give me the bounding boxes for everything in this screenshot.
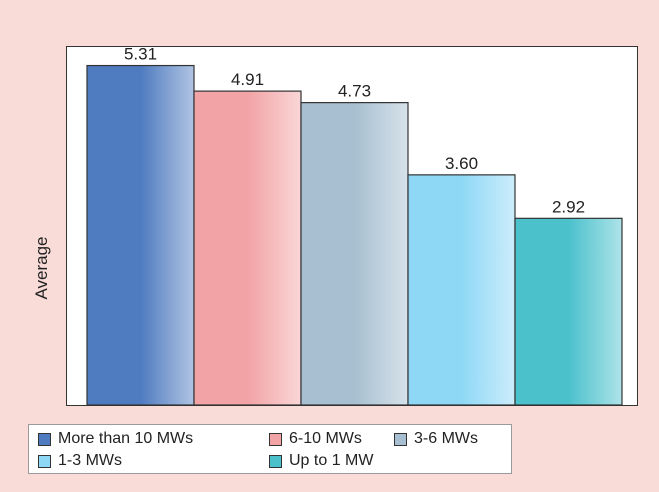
plot-area: 5.31 4.91 4.73 3.60 2.92	[66, 45, 638, 406]
data-labels-layer: 5.31 4.91 4.73 3.60 2.92	[124, 45, 585, 217]
legend-item-1-3-mws: 1-3 MWs	[38, 451, 122, 471]
legend-item-more-than-10-mws: More than 10 MWs	[38, 429, 193, 449]
legend-item-3-6-mws: 3-6 MWs	[394, 429, 478, 449]
legend-label: 3-6 MWs	[414, 430, 478, 447]
legend-label: More than 10 MWs	[58, 430, 194, 447]
legend-item-up-to-1-mw: Up to 1 MW	[269, 451, 373, 471]
legend-label: 6-10 MWs	[289, 430, 362, 447]
bars-layer	[86, 64, 623, 406]
bar-more-than-10-mws	[86, 64, 195, 406]
bar-6-10-mws	[193, 90, 302, 406]
data-label: 4.73	[338, 82, 371, 101]
legend-item-6-10-mws: 6-10 MWs	[269, 429, 362, 449]
y-axis-label: Average	[32, 236, 51, 300]
legend-label: Up to 1 MW	[289, 452, 374, 469]
legend-swatch	[38, 432, 51, 446]
data-label: 4.91	[231, 70, 264, 89]
data-label: 3.60	[445, 154, 478, 173]
legend-swatch	[38, 454, 51, 468]
legend-swatch	[269, 432, 282, 446]
bar-1-3-mws	[407, 174, 516, 406]
legend-label: 1-3 MWs	[58, 452, 122, 469]
bar-3-6-mws	[300, 102, 409, 406]
legend-swatch	[269, 454, 282, 468]
plot-svg: 5.31 4.91 4.73 3.60 2.92	[86, 45, 623, 406]
data-label: 5.31	[124, 45, 157, 64]
legend: More than 10 MWs 6-10 MWs 3-6 MWs 1-3 MW…	[28, 424, 512, 474]
data-label: 2.92	[552, 197, 585, 216]
legend-swatch	[394, 432, 407, 446]
bar-up-to-1-mw	[514, 217, 623, 406]
